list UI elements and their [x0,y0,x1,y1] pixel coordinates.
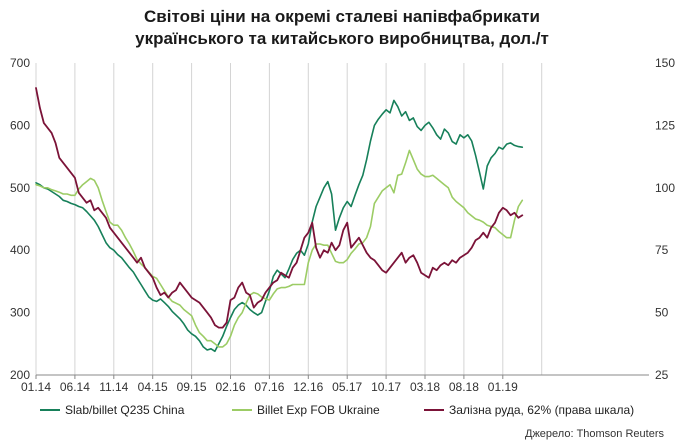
left-tick-label: 400 [10,243,30,257]
left-y-axis-ticks: 200 300 400 500 600 700 [10,56,30,382]
x-tick-label: 05.17 [332,380,362,394]
legend-swatch-ukraine [232,409,252,411]
chart-title-line-1: Світові ціни на окремі сталеві напівфабр… [144,7,540,26]
legend: Slab/billet Q235 China Billet Exp FOB Uk… [0,403,684,423]
x-tick-label: 12.16 [293,380,323,394]
chart-title-line-2: українського та китайського виробництва,… [135,29,549,48]
right-tick-label: 125 [655,118,675,132]
series-line-iron-ore [35,87,524,329]
left-tick-label: 600 [10,118,30,132]
x-tick-label: 01.14 [21,380,51,394]
left-tick-label: 500 [10,181,30,195]
legend-item-ukraine: Billet Exp FOB Ukraine [232,403,380,417]
right-tick-label: 150 [655,56,675,70]
right-tick-label: 100 [655,181,675,195]
x-tick-label: 11.14 [99,380,128,394]
x-tick-label: 04.15 [138,380,168,394]
legend-swatch-iron-ore [424,409,444,411]
legend-label-ukraine: Billet Exp FOB Ukraine [257,403,380,417]
legend-label-iron-ore: Залізна руда, 62% (права шкала) [449,403,635,417]
x-tick-label: 08.18 [449,380,479,394]
left-tick-label: 700 [10,56,30,70]
right-tick-label: 50 [655,306,669,320]
chart-title: Світові ціни на окремі сталеві напівфабр… [0,6,684,50]
legend-swatch-china [40,409,60,411]
left-tick-label: 300 [10,306,30,320]
x-tick-label: 01.19 [488,380,518,394]
left-tick-label: 200 [10,368,30,382]
legend-label-china: Slab/billet Q235 China [65,403,185,417]
x-tick-label: 02.16 [215,380,245,394]
vertical-gridlines [35,63,543,375]
x-tick-label: 03.18 [410,380,440,394]
x-tick-label: 07.16 [254,380,284,394]
x-tick-label: 10.17 [371,380,401,394]
x-tick-label: 09.15 [177,380,207,394]
series-line-ukraine [35,149,524,348]
series-line-china [35,99,524,353]
right-y-axis-ticks: 25 50 75 100 125 150 [655,56,675,382]
legend-item-iron-ore: Залізна руда, 62% (права шкала) [424,403,634,417]
x-axis-ticks: 01.14 06.14 11.14 04.15 09.15 02.16 07.16 12.16… [21,375,518,394]
x-tick-label: 06.14 [60,380,90,394]
legend-item-china: Slab/billet Q235 China [40,403,184,417]
right-tick-label: 25 [655,368,669,382]
series-lines [35,87,524,353]
right-tick-label: 75 [655,243,669,257]
source-note: Джерело: Thomson Reuters [525,428,664,440]
